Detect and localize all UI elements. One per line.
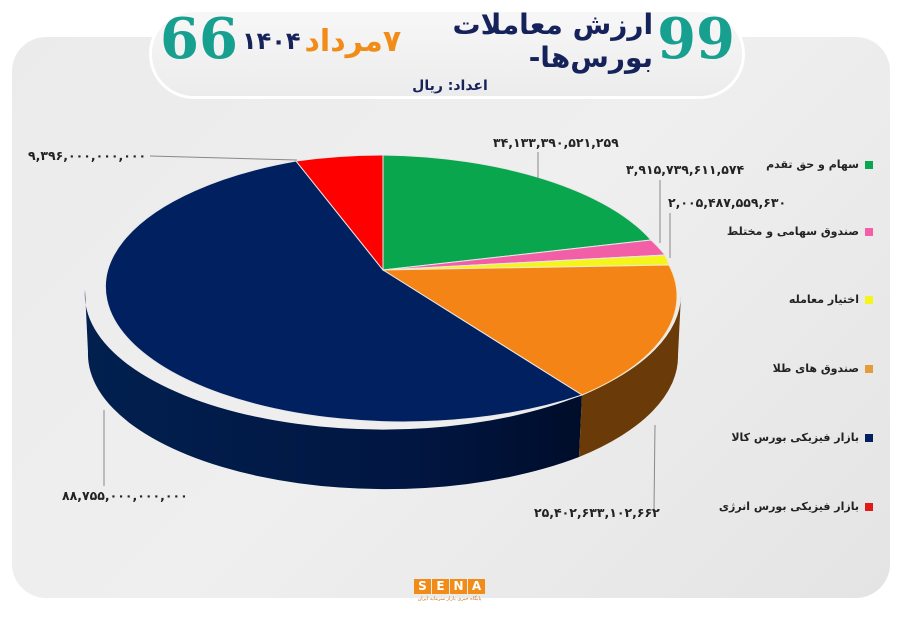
- pie-side-navy: [84, 290, 582, 490]
- legend-swatch-icon: [865, 433, 873, 442]
- legend-swatch-icon: [865, 502, 873, 511]
- leader-red: [149, 155, 298, 161]
- legend-swatch-icon: [865, 160, 873, 169]
- legend-item: بازار فیزیکی بورس کالا: [731, 431, 873, 444]
- value-label-red: ۹,۳۹۶,۰۰۰,۰۰۰,۰۰۰: [28, 148, 147, 163]
- pie-slice-navy: [104, 160, 584, 423]
- sena-logo: S E N A پایگاه خبری بازار سرمایه ایران: [413, 579, 486, 607]
- pie-slice-red: [295, 154, 384, 272]
- legend-swatch-icon: [865, 295, 873, 304]
- quote-open-icon: 99: [657, 6, 735, 72]
- pie-slice-orange: [381, 264, 678, 396]
- legend-swatch-icon: [865, 227, 873, 236]
- value-label-green: ۳۴,۱۳۳,۳۹۰,۵۲۱,۲۵۹: [493, 135, 619, 150]
- pie-side-orange: [579, 295, 681, 457]
- legend-item: بازار فیزیکی بورس انرژی: [719, 500, 873, 513]
- chart-year: ۱۴۰۴: [241, 27, 301, 55]
- legend-item: صندوق های طلا: [773, 362, 873, 375]
- pie-slice-green: [382, 154, 653, 271]
- legend-label: بازار فیزیکی بورس انرژی: [718, 500, 859, 513]
- logo-letter: A: [468, 579, 485, 594]
- legend-label: اختیار معامله: [788, 293, 859, 306]
- legend-item: سهام و حق تقدم: [766, 158, 873, 171]
- logo-letter: S: [414, 579, 431, 594]
- legend-label: صندوق های طلا: [772, 362, 859, 375]
- logo-letter: N: [450, 579, 467, 594]
- value-label-orange: ۲۵,۴۰۲,۶۳۳,۱۰۲,۶۶۲: [534, 505, 660, 520]
- title-banner: [152, 12, 742, 96]
- title-row: 99 ارزش معاملات بورس‌ها- ۷مرداد ۱۴۰۴ 66: [160, 6, 735, 74]
- chart-date: ۷مرداد: [304, 23, 402, 59]
- quote-close-icon: 66: [160, 6, 238, 72]
- leader-orange: [647, 424, 656, 511]
- value-label-navy: ۸۸,۷۵۵,۰۰۰,۰۰۰,۰۰۰: [62, 488, 188, 503]
- chart-title: ارزش معاملات بورس‌ها-: [452, 8, 654, 74]
- legend-swatch-icon: [865, 364, 873, 373]
- value-label-pink: ۳,۹۱۵,۷۳۹,۶۱۱,۵۷۴: [626, 162, 745, 177]
- logo-letter: E: [432, 579, 449, 594]
- legend-item: اختیار معامله: [789, 293, 873, 306]
- legend-label: صندوق سهامی و مختلط: [726, 225, 859, 238]
- chart-subtitle: اعداد: ریال: [412, 78, 488, 94]
- logo-tagline: پایگاه خبری بازار سرمایه ایران: [417, 596, 482, 602]
- legend-item: صندوق سهامی و مختلط: [727, 225, 873, 238]
- legend-label: سهام و حق تقدم: [766, 158, 859, 171]
- legend-label: بازار فیزیکی بورس کالا: [731, 431, 859, 444]
- value-label-yellow: ۲,۰۰۵,۴۸۷,۵۵۹,۶۳۰: [668, 195, 787, 210]
